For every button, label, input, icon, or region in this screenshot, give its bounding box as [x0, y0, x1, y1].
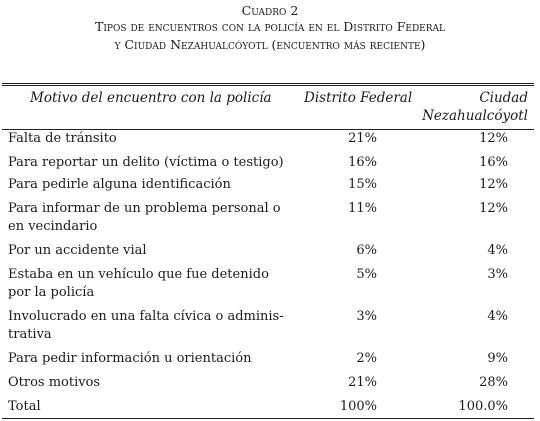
- cell-motivo: Para reportar un delito (víctima o testi…: [8, 154, 298, 172]
- header-ciudad-line-2: Nezahualcóyotl: [422, 108, 528, 124]
- cell-distrito-federal: 3%: [356, 309, 377, 324]
- table-title-line-2: y Ciudad Nezahualcóyotl (encuentro más r…: [114, 37, 426, 52]
- cell-ciudad-nezahualcoyotl: 16%: [479, 155, 508, 170]
- cell-motivo: Estaba en un vehículo que fue detenido po…: [8, 266, 298, 302]
- cell-motivo: Falta de tránsito: [8, 130, 298, 148]
- cell-ciudad-nezahualcoyotl: 9%: [487, 351, 508, 366]
- cell-motivo: Para pedir información u orientación: [8, 350, 298, 368]
- cell-distrito-federal: 100%: [339, 399, 377, 414]
- cell-distrito-federal: 11%: [348, 201, 377, 216]
- cell-motivo-line: Para reportar un delito (víctima o testi…: [8, 155, 284, 170]
- cell-distrito-federal: 6%: [356, 243, 377, 258]
- cell-ciudad-nezahualcoyotl: 12%: [479, 131, 508, 146]
- cell-distrito-federal: 21%: [348, 375, 377, 390]
- cell-ciudad-nezahualcoyotl: 28%: [479, 375, 508, 390]
- bottom-rule: [2, 418, 534, 419]
- cell-motivo-line: Otros motivos: [8, 375, 101, 390]
- table-title-line-1: Tipos de encuentros con la policía en el…: [95, 19, 445, 34]
- cell-motivo-line: Total: [8, 399, 41, 414]
- cell-motivo-line: Falta de tránsito: [8, 131, 117, 146]
- cell-distrito-federal: 21%: [348, 131, 377, 146]
- cell-motivo: Otros motivos: [8, 374, 298, 392]
- cell-ciudad-nezahualcoyotl: 4%: [487, 309, 508, 324]
- cell-motivo: Involucrado en una falta cívica o admini…: [8, 308, 298, 344]
- header-ciudad-nezahualcoyotl: Ciudad Nezahualcóyotl: [420, 89, 528, 125]
- top-rule-double: [2, 85, 534, 86]
- cell-motivo-line: trativa: [8, 327, 52, 342]
- cell-motivo: Por un accidente vial: [8, 242, 298, 260]
- cell-motivo-line: Para pedir información u orientación: [8, 351, 252, 366]
- cell-motivo: Total: [8, 398, 298, 416]
- cell-distrito-federal: 16%: [348, 155, 377, 170]
- cell-motivo-line: Por un accidente vial: [8, 243, 147, 258]
- cell-motivo-line: Para informar de un problema personal o: [8, 201, 281, 216]
- header-distrito-federal: Distrito Federal: [304, 90, 413, 106]
- top-rule: [2, 83, 534, 84]
- cell-motivo-line: Para pedirle alguna identificación: [8, 177, 231, 192]
- table-caption-label: Cuadro 2: [241, 3, 299, 18]
- cell-ciudad-nezahualcoyotl: 3%: [487, 267, 508, 282]
- header-motivo: Motivo del encuentro con la policía: [30, 90, 272, 106]
- cell-motivo-line: Involucrado en una falta cívica o admini…: [8, 309, 284, 324]
- cell-motivo-line: Estaba en un vehículo que fue detenido: [8, 267, 269, 282]
- cell-motivo-line: en vecindario: [8, 219, 98, 234]
- cell-motivo-line: por la policía: [8, 285, 95, 300]
- cell-distrito-federal: 5%: [356, 267, 377, 282]
- cell-ciudad-nezahualcoyotl: 100.0%: [458, 399, 508, 414]
- header-ciudad-line-1: Ciudad: [479, 90, 528, 106]
- header-rule: [2, 129, 534, 130]
- cell-distrito-federal: 15%: [348, 177, 377, 192]
- cell-motivo: Para informar de un problema personal o e…: [8, 200, 298, 236]
- cell-ciudad-nezahualcoyotl: 12%: [479, 201, 508, 216]
- cell-ciudad-nezahualcoyotl: 12%: [479, 177, 508, 192]
- cell-motivo: Para pedirle alguna identificación: [8, 176, 298, 194]
- cell-ciudad-nezahualcoyotl: 4%: [487, 243, 508, 258]
- cell-distrito-federal: 2%: [356, 351, 377, 366]
